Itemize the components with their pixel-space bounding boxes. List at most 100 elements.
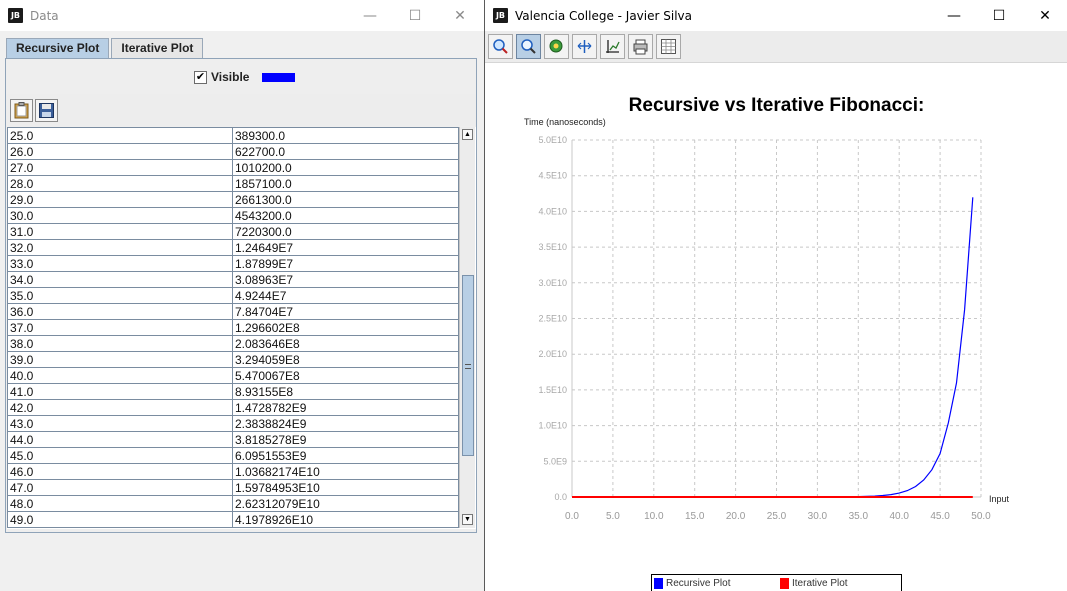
table-row[interactable]: 41.0 8.93155E8: [7, 383, 459, 400]
table-row[interactable]: 35.0 4.9244E7: [7, 287, 459, 304]
save-button[interactable]: [35, 98, 58, 122]
table-row[interactable]: 32.0 1.24649E7: [7, 239, 459, 256]
input-cell[interactable]: 37.0: [7, 319, 233, 336]
input-cell[interactable]: 42.0: [7, 399, 233, 416]
scroll-down-arrow-icon[interactable]: ▼: [462, 514, 473, 525]
vertical-scrollbar[interactable]: ▲ ▼: [459, 127, 475, 528]
input-cell[interactable]: 41.0: [7, 383, 233, 400]
rescale-button[interactable]: [572, 34, 597, 59]
table-row[interactable]: 47.0 1.59784953E10: [7, 479, 459, 496]
axis-settings-button[interactable]: [600, 34, 625, 59]
table-row[interactable]: 25.0 389300.0: [7, 127, 459, 144]
zoom-region-button[interactable]: [488, 34, 513, 59]
input-cell[interactable]: 45.0: [7, 447, 233, 464]
time-cell[interactable]: 5.470067E8: [232, 367, 459, 384]
input-cell[interactable]: 49.0: [7, 511, 233, 528]
table-row[interactable]: 45.0 6.0951553E9: [7, 447, 459, 464]
input-cell[interactable]: 39.0: [7, 351, 233, 368]
time-cell[interactable]: 2.3838824E9: [232, 415, 459, 432]
pan-button[interactable]: [544, 34, 569, 59]
table-row[interactable]: 28.0 1857100.0: [7, 175, 459, 192]
maximize-button[interactable]: ☐: [408, 7, 422, 24]
time-cell[interactable]: 2.083646E8: [232, 335, 459, 352]
copy-button[interactable]: [10, 98, 33, 122]
time-cell[interactable]: 7220300.0: [232, 223, 459, 240]
table-row[interactable]: 38.0 2.083646E8: [7, 335, 459, 352]
table-row[interactable]: 43.0 2.3838824E9: [7, 415, 459, 432]
input-cell[interactable]: 44.0: [7, 431, 233, 448]
table-row[interactable]: 31.0 7220300.0: [7, 223, 459, 240]
time-cell[interactable]: 1.59784953E10: [232, 479, 459, 496]
input-cell[interactable]: 28.0: [7, 175, 233, 192]
input-cell[interactable]: 26.0: [7, 143, 233, 160]
time-cell[interactable]: 1010200.0: [232, 159, 459, 176]
time-cell[interactable]: 3.294059E8: [232, 351, 459, 368]
table-row[interactable]: 39.0 3.294059E8: [7, 351, 459, 368]
time-cell[interactable]: 4.1978926E10: [232, 511, 459, 528]
time-cell[interactable]: 4.9244E7: [232, 287, 459, 304]
table-row[interactable]: 37.0 1.296602E8: [7, 319, 459, 336]
close-button[interactable]: ✕: [1039, 7, 1051, 24]
table-row[interactable]: 40.0 5.470067E8: [7, 367, 459, 384]
input-cell[interactable]: 33.0: [7, 255, 233, 272]
time-cell[interactable]: 622700.0: [232, 143, 459, 160]
input-cell[interactable]: 35.0: [7, 287, 233, 304]
time-cell[interactable]: 6.0951553E9: [232, 447, 459, 464]
time-cell[interactable]: 1.03682174E10: [232, 463, 459, 480]
input-cell[interactable]: 34.0: [7, 271, 233, 288]
table-row[interactable]: 26.0 622700.0: [7, 143, 459, 160]
maximize-button[interactable]: ☐: [992, 7, 1006, 24]
table-row[interactable]: 49.0 4.1978926E10: [7, 511, 459, 528]
table-row[interactable]: 36.0 7.84704E7: [7, 303, 459, 320]
time-cell[interactable]: 1857100.0: [232, 175, 459, 192]
scroll-up-arrow-icon[interactable]: ▲: [462, 129, 473, 140]
time-cell[interactable]: 7.84704E7: [232, 303, 459, 320]
minimize-button[interactable]: —: [947, 7, 961, 24]
time-cell[interactable]: 2661300.0: [232, 191, 459, 208]
input-cell[interactable]: 36.0: [7, 303, 233, 320]
time-cell[interactable]: 4543200.0: [232, 207, 459, 224]
plot-area[interactable]: 0.0 5.0 10.0 15.0 20.0 25.0 30.0 35.0 40.0 45.0 50…: [485, 0, 1067, 591]
data-table-button[interactable]: [656, 34, 681, 59]
series-color-swatch[interactable]: [262, 72, 296, 82]
scrollbar-thumb[interactable]: [462, 274, 474, 456]
input-cell[interactable]: 32.0: [7, 239, 233, 256]
minimize-button[interactable]: —: [363, 7, 377, 24]
table-row[interactable]: 42.0 1.4728782E9: [7, 399, 459, 416]
time-cell[interactable]: 2.62312079E10: [232, 495, 459, 512]
input-cell[interactable]: 25.0: [7, 127, 233, 144]
time-cell[interactable]: 3.08963E7: [232, 271, 459, 288]
print-button[interactable]: [628, 34, 653, 59]
input-cell[interactable]: 31.0: [7, 223, 233, 240]
table-row[interactable]: 29.0 2661300.0: [7, 191, 459, 208]
time-cell[interactable]: 8.93155E8: [232, 383, 459, 400]
table-row[interactable]: 34.0 3.08963E7: [7, 271, 459, 288]
input-cell[interactable]: 38.0: [7, 335, 233, 352]
table-row[interactable]: 30.0 4543200.0: [7, 207, 459, 224]
time-cell[interactable]: 1.24649E7: [232, 239, 459, 256]
table-row[interactable]: 44.0 3.8185278E9: [7, 431, 459, 448]
input-cell[interactable]: 40.0: [7, 367, 233, 384]
table-row[interactable]: 46.0 1.03682174E10: [7, 463, 459, 480]
table-row[interactable]: 33.0 1.87899E7: [7, 255, 459, 272]
input-cell[interactable]: 48.0: [7, 495, 233, 512]
tab-recursive-plot[interactable]: Recursive Plot: [6, 38, 110, 58]
table-row[interactable]: 48.0 2.62312079E10: [7, 495, 459, 512]
data-table: 25.0 389300.0 26.0 622700.0 27.0 1010200.0 28.…: [7, 127, 459, 528]
input-cell[interactable]: 30.0: [7, 207, 233, 224]
time-cell[interactable]: 389300.0: [232, 127, 459, 144]
time-cell[interactable]: 1.4728782E9: [232, 399, 459, 416]
time-cell[interactable]: 3.8185278E9: [232, 431, 459, 448]
input-cell[interactable]: 47.0: [7, 479, 233, 496]
tab-iterative-plot[interactable]: Iterative Plot: [111, 38, 204, 58]
input-cell[interactable]: 27.0: [7, 159, 233, 176]
input-cell[interactable]: 43.0: [7, 415, 233, 432]
table-row[interactable]: 27.0 1010200.0: [7, 159, 459, 176]
input-cell[interactable]: 29.0: [7, 191, 233, 208]
time-cell[interactable]: 1.87899E7: [232, 255, 459, 272]
input-cell[interactable]: 46.0: [7, 463, 233, 480]
close-button[interactable]: ✕: [454, 7, 466, 24]
zoom-button[interactable]: [516, 34, 541, 59]
time-cell[interactable]: 1.296602E8: [232, 319, 459, 336]
visible-checkbox[interactable]: ✔: [194, 70, 207, 84]
